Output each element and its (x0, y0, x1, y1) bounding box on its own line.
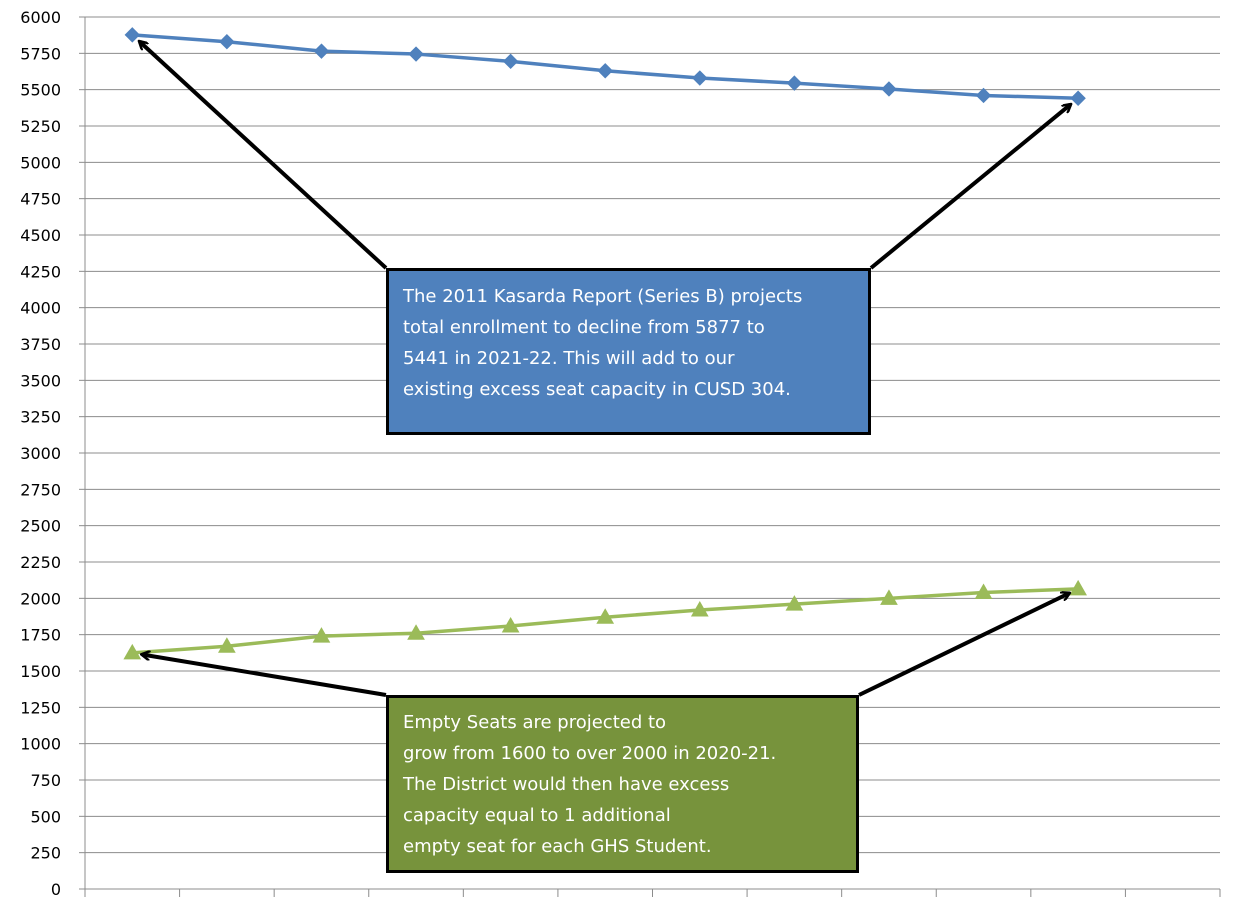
series-1-point (502, 53, 519, 70)
y-tick-label: 5250 (20, 117, 61, 136)
callout-line: grow from 1600 to over 2000 in 2020-21. (403, 743, 777, 764)
series-1-point (786, 75, 803, 91)
axes: 0 250 500 750 1000 1250 1500 1750 2000 2250 2500 27… (20, 8, 1221, 898)
y-tick-label: 500 (30, 807, 61, 826)
y-tick-label: 0 (51, 880, 61, 898)
callout-line: The District would then have excess (403, 774, 730, 795)
y-tick-label: 3250 (20, 408, 61, 427)
series-1-point (692, 70, 708, 86)
callout-line: total enrollment to decline from 5877 to (403, 317, 765, 338)
y-tick-label: 3750 (20, 335, 61, 354)
series-2-point (596, 608, 615, 624)
series-1-point (1070, 90, 1086, 106)
y-tick-label: 4000 (20, 299, 61, 318)
y-tick-label: 3000 (20, 444, 61, 463)
y-tick-label: 1250 (20, 698, 61, 717)
series-2-point (218, 637, 236, 653)
y-tick-label: 5750 (20, 44, 61, 63)
annotation-arrow (858, 593, 1069, 697)
series-group (123, 27, 1087, 660)
y-tick-label: 250 (30, 844, 61, 863)
y-tick-label: 2500 (20, 517, 61, 536)
enrollment-callout: The 2011 Kasarda Report (Series B) proje… (386, 268, 871, 435)
callout-line: capacity equal to 1 additional (403, 805, 671, 826)
empty-seats-callout: Empty Seats are projected to grow from 1… (386, 695, 859, 873)
y-tick-label: 1750 (20, 626, 61, 645)
callout-line: The 2011 Kasarda Report (Series B) proje… (403, 286, 803, 307)
series-2-point (690, 600, 709, 617)
series-1-point (597, 63, 613, 79)
y-tick-label: 6000 (20, 8, 61, 27)
annotation-arrows (140, 42, 1071, 697)
y-tick-label: 1500 (20, 662, 61, 681)
series-1-point (313, 43, 330, 59)
y-tick-label: 5000 (20, 153, 61, 172)
annotation-arrow (142, 654, 387, 697)
y-tick-label: 3500 (20, 371, 61, 390)
series-2-point (1069, 579, 1087, 596)
series-2-point (974, 583, 993, 600)
y-tick-label: 2000 (20, 589, 61, 608)
callout-line: 5441 in 2021-22. This will add to our (403, 348, 735, 369)
series-2-point (407, 624, 425, 640)
series-1-point (881, 81, 897, 97)
series-2-point (123, 643, 142, 660)
annotation-arrow (140, 42, 388, 270)
callout-line: Empty Seats are projected to (403, 712, 667, 733)
y-tick-label: 2750 (20, 480, 61, 499)
series-1-point (124, 27, 140, 43)
y-tick-label: 2250 (20, 553, 61, 572)
y-tick-label: 5500 (20, 81, 61, 100)
series-2-point (501, 616, 520, 633)
series-2-point (312, 627, 331, 643)
y-tick-label: 750 (30, 771, 61, 790)
callout-line: existing excess seat capacity in CUSD 30… (403, 379, 791, 400)
y-tick-label: 4750 (20, 190, 61, 209)
y-tick-label: 4250 (20, 262, 61, 281)
series-2-point (785, 595, 804, 611)
series-1-point (408, 46, 424, 62)
series-2-point (880, 589, 898, 605)
series-1-point (975, 87, 992, 104)
y-tick-label: 1000 (20, 735, 61, 754)
y-tick-label: 4500 (20, 226, 61, 245)
callout-line: empty seat for each GHS Student. (403, 836, 712, 857)
annotation-arrow (869, 105, 1070, 270)
series-1-point (219, 33, 235, 50)
